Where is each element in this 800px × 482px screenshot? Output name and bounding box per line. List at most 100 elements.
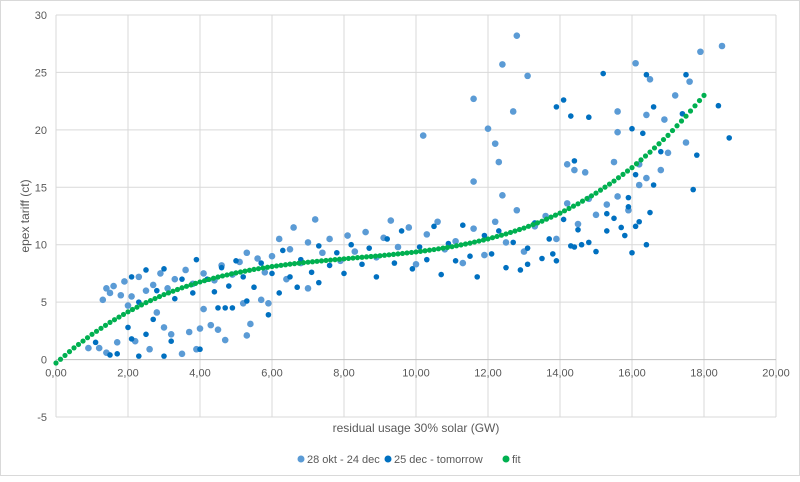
scatter-point <box>265 311 272 318</box>
scatter-point <box>287 274 293 280</box>
scatter-point <box>257 296 265 304</box>
x-axis-title: residual usage 30% solar (GW) <box>333 421 500 435</box>
scatter-point <box>550 251 556 257</box>
legend-item-2: fit <box>502 454 521 466</box>
scatter-point <box>214 326 222 334</box>
scatter-point <box>625 194 632 201</box>
scatter-point <box>221 336 229 344</box>
fit-point <box>233 270 239 276</box>
fit-point <box>453 243 460 249</box>
scatter-point <box>316 243 322 249</box>
fit-point <box>602 184 608 190</box>
series-2 <box>53 92 707 366</box>
scatter-point <box>326 262 333 269</box>
fit-point <box>368 253 374 260</box>
scatter-point <box>124 302 132 309</box>
scatter-point <box>196 325 204 332</box>
fit-point <box>548 214 554 220</box>
fit-point <box>462 241 469 247</box>
scatter-point <box>125 324 131 331</box>
fit-point <box>345 255 352 262</box>
fit-point <box>552 212 559 218</box>
fit-point <box>305 259 311 265</box>
scatter-point <box>128 274 135 280</box>
fit-point <box>309 259 316 265</box>
scatter-point <box>215 305 221 311</box>
scatter-point <box>524 72 531 80</box>
scatter-point <box>185 328 193 336</box>
fit-point <box>125 309 131 315</box>
x-tick-label: 4,00 <box>189 368 210 380</box>
legend-marker-icon <box>384 455 392 463</box>
fit-point <box>539 218 545 224</box>
scatter-point <box>625 204 632 210</box>
scatter-point <box>107 352 113 358</box>
scatter-point <box>351 248 359 255</box>
scatter-point <box>398 228 405 234</box>
fit-point <box>219 273 226 279</box>
y-tick-label: 30 <box>35 10 47 22</box>
fit-point <box>179 285 185 291</box>
scatter-point <box>452 237 459 245</box>
fit-point <box>440 245 446 251</box>
scatter-point <box>539 255 545 262</box>
scatter-point <box>431 223 437 230</box>
fit-point <box>282 262 289 268</box>
scatter-point <box>143 267 149 273</box>
fit-point <box>210 275 217 281</box>
fit-point <box>170 288 176 294</box>
scatter-point <box>161 266 167 272</box>
scatter-point <box>182 266 189 274</box>
scatter-point <box>650 104 657 110</box>
scatter-point <box>586 114 592 121</box>
fit-point <box>300 260 307 266</box>
fit-point <box>651 145 658 151</box>
x-tick-label: 16,00 <box>618 368 646 380</box>
fit-point <box>525 223 532 229</box>
scatter-point <box>610 158 618 166</box>
scatter-point <box>647 209 653 216</box>
scatter-point <box>553 104 560 110</box>
fit-point <box>174 286 181 293</box>
fit-point <box>579 198 586 204</box>
scatter-point <box>384 236 391 242</box>
scatter-point <box>657 166 665 174</box>
scatter-point <box>200 270 207 277</box>
legend-label: fit <box>512 454 521 466</box>
scatter-point <box>643 71 650 78</box>
scatter-point <box>622 232 628 239</box>
scatter-point <box>614 128 621 136</box>
fit-point <box>183 283 190 289</box>
fit-point <box>134 304 140 310</box>
fit-point <box>692 103 698 109</box>
scatter-point <box>726 135 732 141</box>
fit-point <box>264 264 271 270</box>
fit-point <box>449 244 455 250</box>
y-axis-title: epex tariff (ct) <box>18 179 32 252</box>
scatter-point <box>686 78 693 85</box>
fit-point <box>332 257 338 263</box>
fit-point <box>404 250 410 256</box>
scatter-point <box>592 211 600 219</box>
scatter-point <box>643 174 650 182</box>
fit-point <box>188 282 194 288</box>
scatter-point <box>128 293 135 300</box>
scatter-point <box>553 235 560 243</box>
scatter-point <box>412 260 420 268</box>
fit-point <box>422 248 428 254</box>
scatter-point <box>632 171 639 178</box>
scatter-point <box>211 289 218 295</box>
scatter-point <box>207 321 215 329</box>
scatter-point <box>563 200 571 207</box>
scatter-point <box>553 257 560 264</box>
fit-point <box>147 297 154 304</box>
scatter-point <box>643 111 650 119</box>
fit-point <box>354 255 361 261</box>
fit-point <box>323 257 329 264</box>
scatter-point <box>161 353 167 359</box>
fit-point <box>278 262 284 268</box>
fit-point <box>413 249 419 255</box>
fit-point <box>143 300 149 306</box>
